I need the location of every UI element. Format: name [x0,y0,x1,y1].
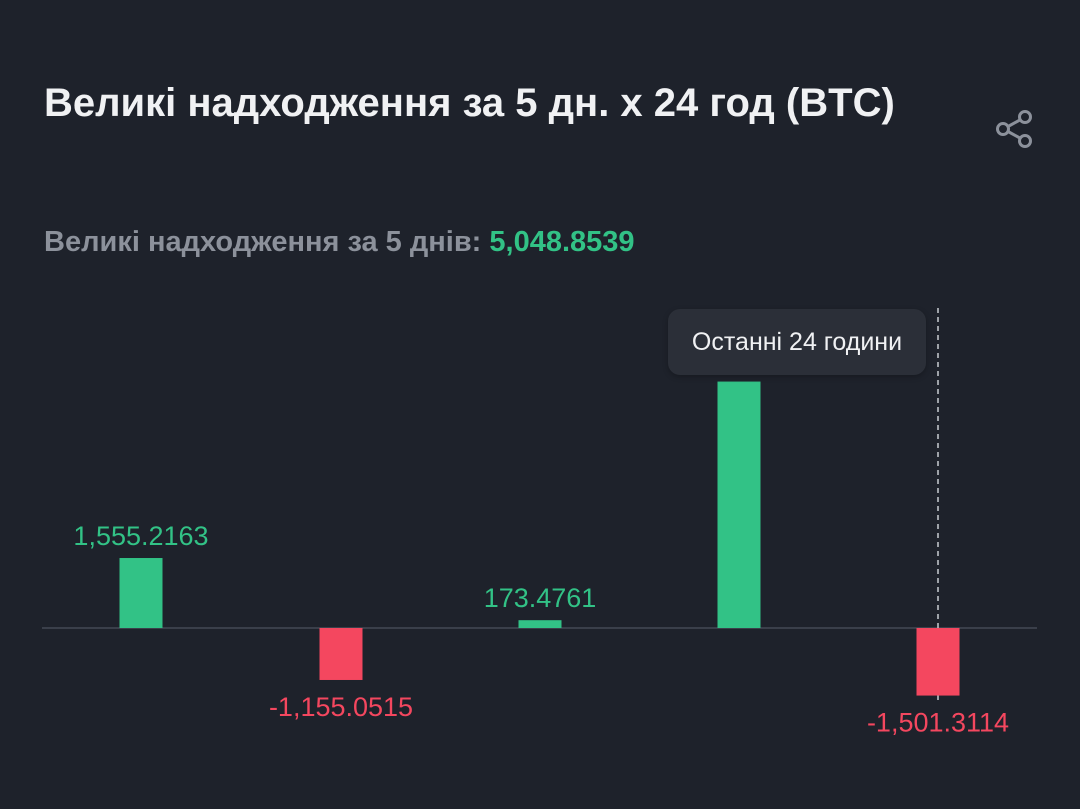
data-label-3: 173.4761 [484,583,597,613]
bar-3 [518,620,562,628]
bar-2 [319,628,363,680]
page-title: Великі надходження за 5 дн. х 24 год (BT… [44,81,895,125]
summary-label: Великі надходження за 5 днів: [44,226,482,258]
bar-5 [916,628,960,696]
share-icon[interactable] [994,108,1036,150]
chart-tooltip: Останні 24 години [668,309,926,375]
summary: Великі надходження за 5 днів: 5,048.8539 [44,222,635,262]
data-label-2: -1,155.0515 [269,692,413,722]
bar-1 [119,558,163,628]
data-label-1: 1,555.2163 [73,521,208,551]
bar-4 [717,381,761,628]
data-label-5: -1,501.3114 [867,708,1009,738]
summary-value: 5,048.8539 [489,226,635,258]
